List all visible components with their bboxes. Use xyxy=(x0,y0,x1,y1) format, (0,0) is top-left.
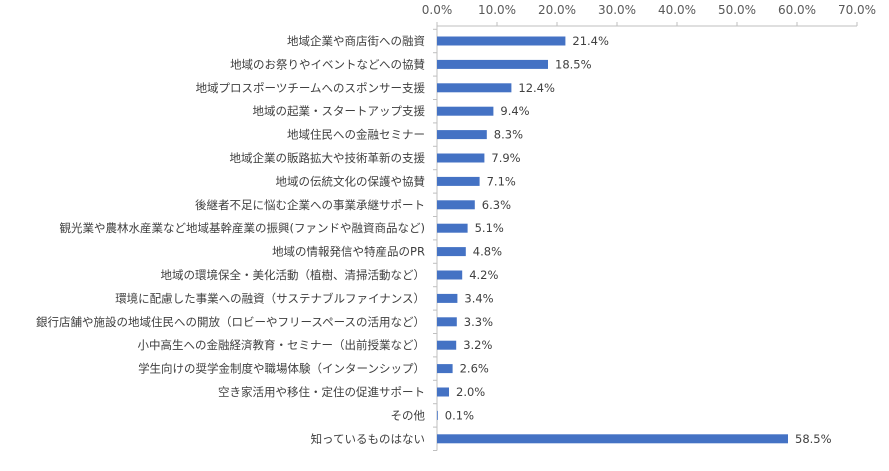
category-label: 環境に配慮した事業への融資（サステナブルファイナンス） xyxy=(115,291,425,305)
x-tick-label: 50.0% xyxy=(718,3,756,17)
data-label: 3.4% xyxy=(464,291,493,305)
data-label: 3.2% xyxy=(463,338,492,352)
x-tick-label: 40.0% xyxy=(658,3,696,17)
bars xyxy=(437,36,788,444)
data-label: 2.6% xyxy=(460,362,489,376)
bar xyxy=(437,176,480,186)
category-label: 地域の伝統文化の保護や協賛 xyxy=(276,174,426,188)
category-label: 地域住民への金融セミナー xyxy=(287,128,425,142)
x-tick-label: 30.0% xyxy=(598,3,636,17)
bar xyxy=(437,153,485,163)
category-label: 銀行店舗や施設の地域住民への開放（ロビーやフリースペースの活用など） xyxy=(36,315,425,329)
data-label: 5.1% xyxy=(475,221,504,235)
bar xyxy=(437,340,457,350)
data-labels: 21.4% 18.5%12.4% 9.4% 8.3% 7.9% 7.1% 6.3% 5.1% 4… xyxy=(445,34,832,446)
data-label: 58.5% xyxy=(795,432,832,446)
category-label: 後継者不足に悩む企業への事業承継サポート xyxy=(195,198,425,212)
category-label: その他 xyxy=(391,408,426,422)
bar xyxy=(437,247,466,257)
data-label: 7.1% xyxy=(487,174,516,188)
category-label: 観光業や農林水産業など地域基幹産業の振興(ファンドや融資商品など) xyxy=(60,221,425,235)
bar xyxy=(437,410,438,420)
data-label: 9.4% xyxy=(500,104,529,118)
data-label: 18.5% xyxy=(555,57,592,71)
data-label: 8.3% xyxy=(494,128,523,142)
category-label: 地域企業の販路拡大や技術革新の支援 xyxy=(230,151,426,165)
x-axis-ticks: 0.0% 10.0% 20.0% 30.0% 40.0% 50.0% 60.0% 70.0% xyxy=(422,3,876,26)
x-tick-label: 10.0% xyxy=(478,3,516,17)
data-label: 21.4% xyxy=(572,34,609,48)
bar xyxy=(437,434,788,444)
bar xyxy=(437,223,468,233)
x-tick-label: 70.0% xyxy=(838,3,876,17)
bar xyxy=(437,59,548,69)
bar xyxy=(437,200,475,210)
bar xyxy=(437,106,494,116)
category-label: 知っているものはない xyxy=(311,432,425,446)
x-tick-label: 0.0% xyxy=(422,3,453,17)
data-label: 6.3% xyxy=(482,198,511,212)
bar xyxy=(437,387,449,397)
category-label: 地域の情報発信や特産品のPR xyxy=(272,245,425,259)
data-label: 7.9% xyxy=(491,151,520,165)
category-label: 地域の起業・スタートアップ支援 xyxy=(253,104,426,118)
data-label: 2.0% xyxy=(456,385,485,399)
axes xyxy=(433,25,857,451)
category-label: 地域企業や商店街への融資 xyxy=(287,34,425,48)
category-label: 学生向けの奨学金制度や職場体験（インターンシップ） xyxy=(138,362,425,376)
data-label: 3.3% xyxy=(464,315,493,329)
data-label: 4.8% xyxy=(473,245,502,259)
category-label: 空き家活用や移住・定住の促進サポート xyxy=(218,385,425,399)
category-label: 小中高生への金融経済教育・セミナー（出前授業など） xyxy=(138,338,426,352)
bar xyxy=(437,364,453,374)
x-tick-label: 60.0% xyxy=(778,3,816,17)
bar xyxy=(437,293,458,303)
data-label: 4.2% xyxy=(469,268,498,282)
bar xyxy=(437,36,566,46)
category-labels: 地域企業や商店街への融資地域のお祭りやイベントなどへの協賛地域プロスポーツチーム… xyxy=(36,34,426,446)
category-label: 地域の環境保全・美化活動（植樹、清掃活動など） xyxy=(161,268,426,282)
bar xyxy=(437,317,457,327)
x-tick-label: 20.0% xyxy=(538,3,576,17)
bar xyxy=(437,130,487,140)
data-label: 12.4% xyxy=(518,81,555,95)
category-label: 地域のお祭りやイベントなどへの協賛 xyxy=(230,57,425,71)
bar xyxy=(437,270,463,280)
data-label: 0.1% xyxy=(445,408,474,422)
category-label: 地域プロスポーツチームへのスポンサー支援 xyxy=(196,81,426,95)
bar xyxy=(437,83,512,93)
